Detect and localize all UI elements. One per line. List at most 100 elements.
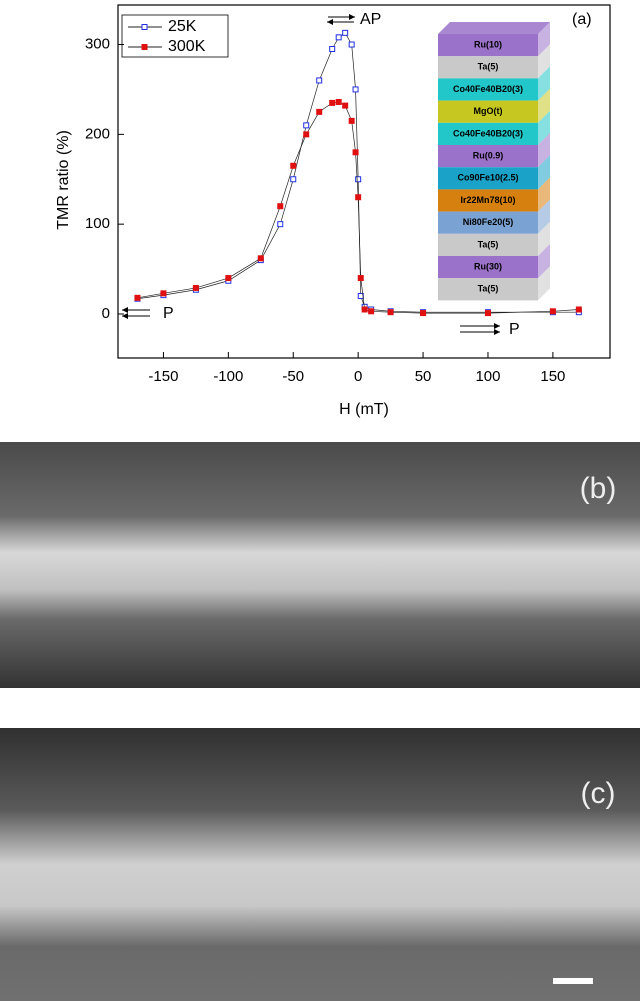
data-point xyxy=(484,310,491,317)
x-tick-label: -50 xyxy=(282,368,304,385)
data-point xyxy=(348,41,355,48)
y-tick-label: 300 xyxy=(85,35,110,52)
data-point xyxy=(316,108,323,115)
layer-side xyxy=(538,266,550,301)
legend-label: 300K xyxy=(168,38,206,55)
micrograph-c xyxy=(0,728,640,1001)
data-point xyxy=(290,176,297,183)
data-point xyxy=(277,221,284,228)
layer-side xyxy=(538,244,550,279)
layer xyxy=(438,78,538,101)
data-point xyxy=(134,294,141,301)
data-point xyxy=(257,255,264,262)
annotation: P xyxy=(163,305,174,322)
data-point xyxy=(352,149,359,156)
data-point xyxy=(303,131,310,138)
layer-label: Co40Fe40B20(3) xyxy=(453,128,523,138)
data-point xyxy=(361,306,368,313)
data-point xyxy=(355,194,362,201)
x-tick-label: -100 xyxy=(213,368,243,385)
layer xyxy=(438,122,538,145)
data-point xyxy=(192,284,199,291)
layer-label: Ta(5) xyxy=(478,284,499,294)
layer-side xyxy=(538,44,550,79)
annotation: (a) xyxy=(572,11,592,28)
data-point xyxy=(329,99,336,106)
data-point xyxy=(420,310,427,317)
x-tick-label: 0 xyxy=(354,368,362,385)
layer-side xyxy=(538,133,550,168)
data-point xyxy=(357,275,364,282)
data-point xyxy=(277,203,284,210)
layer-side xyxy=(538,155,550,190)
legend-label: 25K xyxy=(168,18,197,35)
data-point xyxy=(575,306,582,313)
y-tick-label: 0 xyxy=(102,305,110,322)
layer xyxy=(438,167,538,190)
panel-label: (b) xyxy=(580,472,617,505)
layer-label: Ru(0.9) xyxy=(473,150,504,160)
data-point xyxy=(335,99,342,106)
arrow-head xyxy=(494,323,500,329)
arrow-head xyxy=(349,14,355,20)
layer xyxy=(438,278,538,301)
plot-frame xyxy=(117,4,611,359)
micrograph-b xyxy=(0,442,640,688)
layer-label: Co40Fe40B20(3) xyxy=(453,84,523,94)
y-axis-label: TMR ratio (%) xyxy=(55,130,72,230)
layer xyxy=(438,256,538,279)
annotation: P xyxy=(509,321,520,338)
data-point xyxy=(549,308,556,315)
layer xyxy=(438,34,538,57)
layer-side xyxy=(538,22,550,57)
data-point xyxy=(355,176,362,183)
annotation: AP xyxy=(360,11,381,28)
data-point xyxy=(368,308,375,315)
data-point xyxy=(303,122,310,129)
layer xyxy=(438,211,538,234)
data-point xyxy=(352,86,359,93)
layer-label: Co90Fe10(2.5) xyxy=(457,173,518,183)
layer-label: MgO(t) xyxy=(474,106,503,116)
layer-label: Ta(5) xyxy=(478,62,499,72)
layer xyxy=(438,56,538,79)
arrow-head xyxy=(494,329,500,335)
x-tick-label: -150 xyxy=(148,368,178,385)
data-point xyxy=(348,117,355,124)
x-axis-label: H (mT) xyxy=(339,401,389,418)
layer xyxy=(438,100,538,123)
layer-side xyxy=(538,221,550,256)
layer-side xyxy=(538,177,550,212)
layer-side xyxy=(538,66,550,101)
layer xyxy=(438,189,538,212)
legend-marker xyxy=(141,24,148,30)
layer-side xyxy=(538,88,550,123)
data-point xyxy=(290,162,297,169)
data-point xyxy=(329,46,336,53)
scale-bar xyxy=(553,978,593,984)
data-point xyxy=(342,102,349,109)
y-tick-label: 100 xyxy=(85,215,110,232)
legend-box xyxy=(121,14,229,58)
legend-marker xyxy=(141,44,148,50)
arrow-head xyxy=(122,307,128,313)
layer-side xyxy=(538,199,550,234)
layer xyxy=(438,233,538,256)
data-point xyxy=(160,290,167,297)
stack-top xyxy=(438,22,550,34)
layer-label: Ni80Fe20(5) xyxy=(463,217,514,227)
data-point xyxy=(316,77,323,84)
panel-label: (c) xyxy=(581,777,616,810)
layer-label: Ru(30) xyxy=(474,261,502,271)
y-tick-label: 200 xyxy=(85,125,110,142)
x-tick-label: 100 xyxy=(475,368,500,385)
arrow-head xyxy=(122,313,128,319)
layer-side xyxy=(538,110,550,145)
x-tick-label: 50 xyxy=(415,368,432,385)
x-tick-label: 150 xyxy=(540,368,565,385)
layer-label: Ir22Mn78(10) xyxy=(460,195,515,205)
data-point xyxy=(342,29,349,36)
data-point xyxy=(225,275,232,282)
layer xyxy=(438,145,538,168)
